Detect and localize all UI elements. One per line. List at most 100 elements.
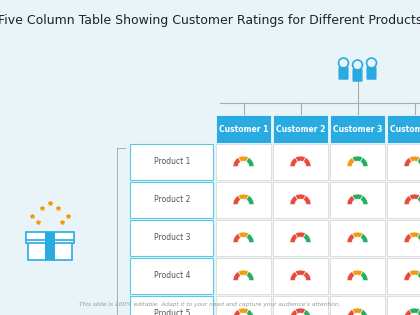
- Text: Customer 3: Customer 3: [333, 124, 382, 134]
- Polygon shape: [352, 308, 363, 314]
- Polygon shape: [360, 196, 368, 204]
- Polygon shape: [233, 233, 241, 243]
- Polygon shape: [238, 156, 249, 162]
- FancyBboxPatch shape: [387, 296, 420, 315]
- FancyBboxPatch shape: [387, 144, 420, 180]
- FancyBboxPatch shape: [366, 67, 377, 80]
- FancyBboxPatch shape: [387, 258, 420, 294]
- Polygon shape: [417, 272, 420, 281]
- Circle shape: [339, 58, 349, 68]
- Circle shape: [352, 60, 362, 70]
- Polygon shape: [303, 196, 311, 204]
- Polygon shape: [246, 309, 254, 315]
- Text: Customer 2: Customer 2: [276, 124, 325, 134]
- Polygon shape: [233, 272, 241, 281]
- FancyBboxPatch shape: [216, 115, 271, 143]
- Text: Product 3: Product 3: [154, 233, 191, 243]
- FancyBboxPatch shape: [339, 67, 349, 80]
- Polygon shape: [404, 272, 412, 281]
- Polygon shape: [352, 270, 363, 276]
- Text: Product 4: Product 4: [154, 272, 191, 280]
- FancyBboxPatch shape: [26, 232, 74, 243]
- FancyBboxPatch shape: [216, 220, 271, 256]
- FancyBboxPatch shape: [28, 240, 72, 260]
- Polygon shape: [246, 196, 254, 204]
- Polygon shape: [295, 156, 306, 162]
- Polygon shape: [347, 196, 355, 204]
- FancyBboxPatch shape: [216, 182, 271, 218]
- Polygon shape: [417, 233, 420, 243]
- Polygon shape: [290, 272, 298, 281]
- Text: Product 2: Product 2: [154, 196, 191, 204]
- FancyBboxPatch shape: [330, 115, 385, 143]
- Polygon shape: [303, 233, 311, 243]
- Polygon shape: [417, 196, 420, 204]
- Polygon shape: [347, 272, 355, 281]
- Polygon shape: [352, 156, 363, 162]
- Polygon shape: [404, 233, 412, 243]
- FancyBboxPatch shape: [273, 220, 328, 256]
- FancyBboxPatch shape: [130, 220, 213, 256]
- Polygon shape: [417, 158, 420, 167]
- FancyBboxPatch shape: [130, 182, 213, 218]
- FancyBboxPatch shape: [352, 69, 362, 82]
- Polygon shape: [409, 270, 420, 276]
- FancyBboxPatch shape: [216, 258, 271, 294]
- FancyBboxPatch shape: [273, 115, 328, 143]
- Polygon shape: [404, 309, 412, 315]
- Polygon shape: [303, 272, 311, 281]
- FancyBboxPatch shape: [130, 144, 213, 180]
- Polygon shape: [238, 232, 249, 238]
- Polygon shape: [238, 308, 249, 314]
- Polygon shape: [417, 309, 420, 315]
- FancyBboxPatch shape: [45, 232, 55, 243]
- Polygon shape: [246, 158, 254, 167]
- FancyBboxPatch shape: [330, 182, 385, 218]
- Polygon shape: [404, 196, 412, 204]
- Polygon shape: [404, 158, 412, 167]
- Polygon shape: [290, 158, 298, 167]
- Polygon shape: [303, 158, 311, 167]
- FancyBboxPatch shape: [330, 144, 385, 180]
- FancyBboxPatch shape: [273, 182, 328, 218]
- FancyBboxPatch shape: [216, 144, 271, 180]
- Polygon shape: [238, 270, 249, 276]
- Polygon shape: [360, 309, 368, 315]
- Text: Customer 1: Customer 1: [219, 124, 268, 134]
- FancyBboxPatch shape: [387, 220, 420, 256]
- Text: Product 5: Product 5: [154, 310, 191, 315]
- FancyBboxPatch shape: [330, 258, 385, 294]
- Polygon shape: [409, 194, 420, 200]
- FancyBboxPatch shape: [130, 258, 213, 294]
- Polygon shape: [290, 196, 298, 204]
- Polygon shape: [233, 309, 241, 315]
- Polygon shape: [360, 272, 368, 281]
- Polygon shape: [233, 158, 241, 167]
- Circle shape: [367, 58, 376, 68]
- Text: Five Column Table Showing Customer Ratings for Different Products: Five Column Table Showing Customer Ratin…: [0, 14, 420, 27]
- FancyBboxPatch shape: [273, 144, 328, 180]
- Polygon shape: [409, 308, 420, 314]
- FancyBboxPatch shape: [216, 296, 271, 315]
- FancyBboxPatch shape: [45, 240, 55, 260]
- FancyBboxPatch shape: [273, 296, 328, 315]
- FancyBboxPatch shape: [330, 296, 385, 315]
- Polygon shape: [246, 233, 254, 243]
- Polygon shape: [352, 194, 363, 200]
- Text: Product 1: Product 1: [154, 158, 191, 167]
- Polygon shape: [246, 272, 254, 281]
- Polygon shape: [347, 309, 355, 315]
- Polygon shape: [352, 232, 363, 238]
- Polygon shape: [409, 232, 420, 238]
- Polygon shape: [295, 308, 306, 314]
- Polygon shape: [238, 194, 249, 200]
- Polygon shape: [290, 233, 298, 243]
- FancyBboxPatch shape: [130, 296, 213, 315]
- Polygon shape: [409, 156, 420, 162]
- FancyBboxPatch shape: [387, 182, 420, 218]
- Polygon shape: [295, 232, 306, 238]
- FancyBboxPatch shape: [273, 258, 328, 294]
- Polygon shape: [360, 158, 368, 167]
- Polygon shape: [295, 194, 306, 200]
- Polygon shape: [347, 158, 355, 167]
